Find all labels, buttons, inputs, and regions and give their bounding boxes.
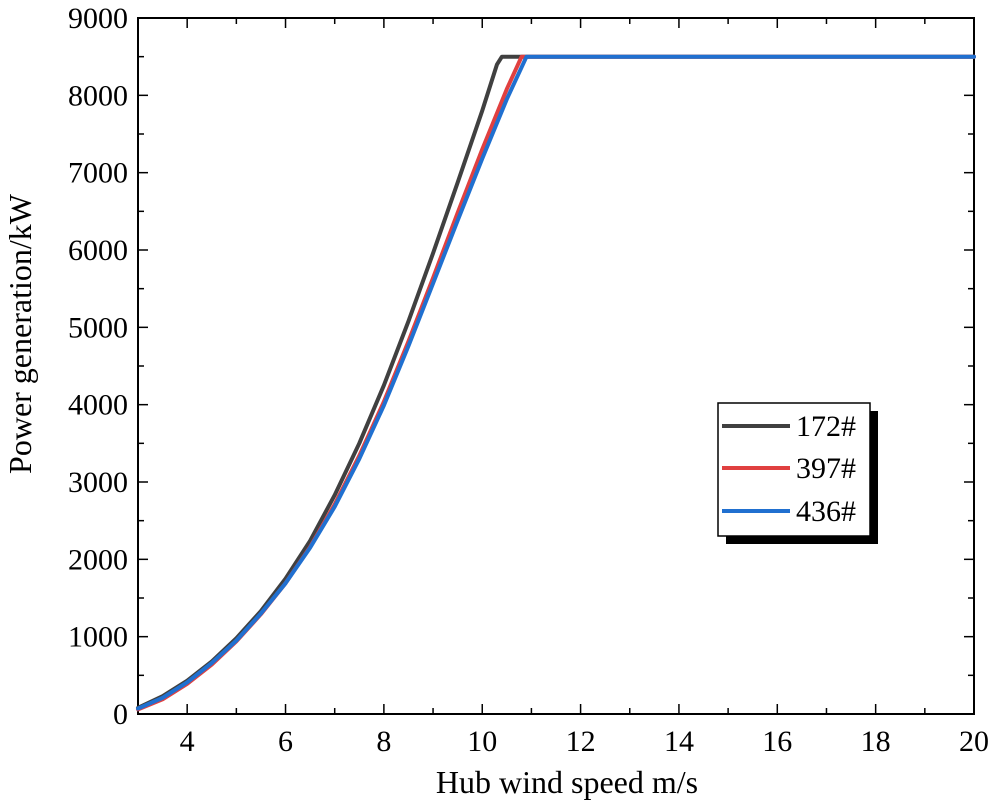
y-axis-title: Power generation/kW [2, 193, 38, 474]
x-tick-label: 16 [762, 725, 792, 758]
legend-label: 172# [796, 410, 856, 443]
y-tick-label: 1000 [68, 621, 128, 654]
y-tick-label: 9000 [68, 2, 128, 35]
x-tick-label: 8 [376, 725, 391, 758]
x-axis-ticks: 4 6 8 10 12 14 16 18 20 [137, 18, 989, 758]
legend-items: 172# 397# 436# [722, 410, 856, 528]
series-line-3 [136, 54, 976, 711]
x-axis-title: Hub wind speed m/s [436, 764, 698, 800]
x-tick-label: 20 [959, 725, 989, 758]
y-tick-label: 2000 [68, 543, 128, 576]
y-tick-label: 3000 [68, 466, 128, 499]
x-tick-label: 12 [566, 725, 596, 758]
y-axis-ticks: 0 1000 2000 3000 4000 5000 6000 7000 8000 9000 [68, 2, 974, 731]
y-tick-label: 5000 [68, 311, 128, 344]
legend-label: 436# [796, 495, 856, 528]
x-tick-label: 10 [467, 725, 497, 758]
x-tick-label: 4 [180, 725, 195, 758]
y-tick-label: 6000 [68, 234, 128, 267]
x-tick-label: 6 [278, 725, 293, 758]
data-series [136, 54, 976, 712]
x-tick-label: 14 [664, 725, 694, 758]
y-tick-label: 7000 [68, 157, 128, 190]
legend: 172# 397# 436# [717, 402, 878, 544]
legend-label: 397# [796, 452, 856, 485]
x-tick-label: 18 [861, 725, 891, 758]
y-tick-label: 4000 [68, 389, 128, 422]
y-tick-label: 0 [113, 698, 128, 731]
y-tick-label: 8000 [68, 79, 128, 112]
plot-area [137, 17, 975, 715]
